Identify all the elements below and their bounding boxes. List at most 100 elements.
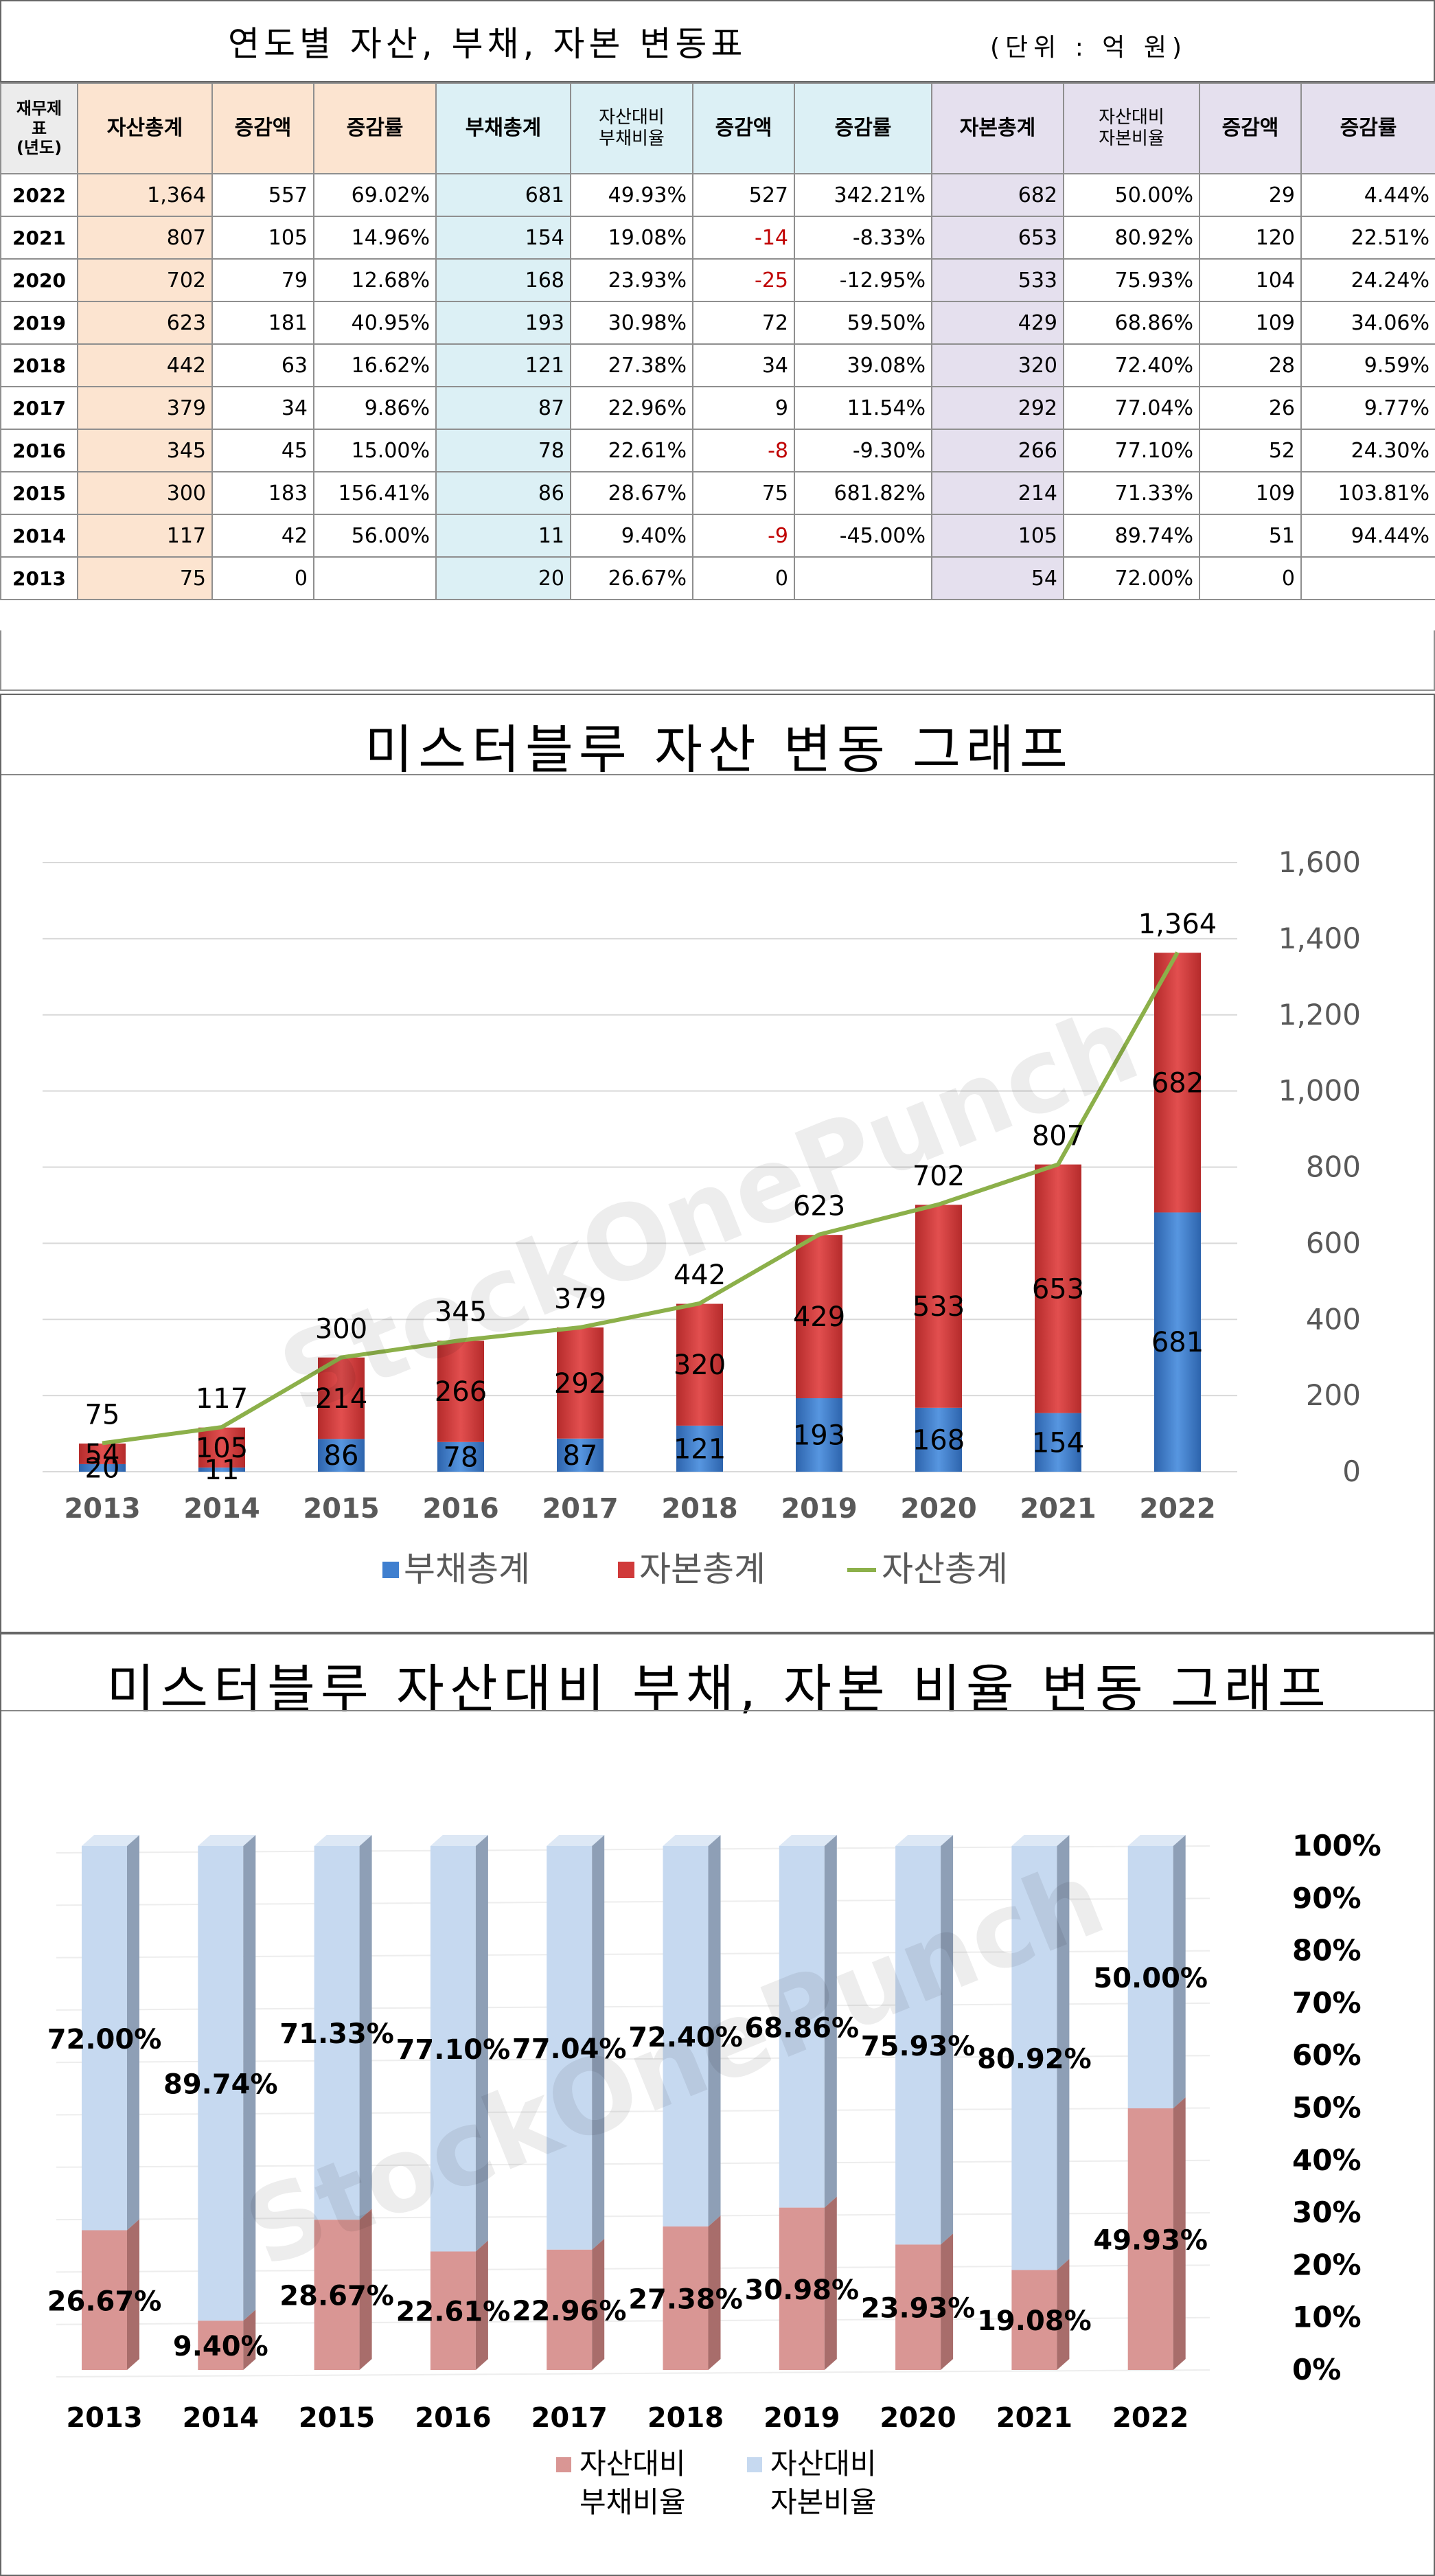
- x-tick-label: 2022: [1139, 1493, 1215, 1525]
- cell-equity-change: 28: [1199, 343, 1302, 387]
- x-tick-label: 2021: [1020, 1493, 1096, 1525]
- cell-equity-change: 51: [1199, 514, 1302, 558]
- cell-asset-rate: 56.00%: [313, 514, 437, 558]
- bar-debt: [318, 1439, 365, 1472]
- bar-equity-ratio: [198, 1846, 244, 2321]
- label-equity-ratio: 77.04%: [512, 2033, 627, 2065]
- label-equity: 105: [196, 1433, 248, 1464]
- bar-debt: [1035, 1413, 1081, 1472]
- bar-debt-ratio-side: [475, 2240, 488, 2370]
- cell-asset-change: 34: [211, 386, 314, 430]
- asset-chart-divider: [1, 774, 1434, 775]
- cell-debt-change: 0: [692, 556, 795, 600]
- label-debt: 121: [674, 1433, 726, 1465]
- asset-chart-section: 미스터블루 자산 변동 그래프 0 200 400 600 800 1,000 1,200 1…: [0, 694, 1435, 1633]
- label-equity-ratio: 72.00%: [47, 2024, 162, 2055]
- cell-debt-rate: -12.95%: [794, 258, 932, 302]
- bar-equity: [1035, 1164, 1081, 1413]
- x-tick-label: 2013: [64, 1493, 140, 1525]
- x-tick-label: 2017: [542, 1493, 618, 1525]
- y-tick-label: 1,400: [1278, 922, 1361, 955]
- y-tick-label: 400: [1306, 1302, 1361, 1336]
- y-tick-label: 600: [1306, 1226, 1361, 1259]
- asset-line: [102, 951, 1180, 1446]
- cell-year: 2015: [0, 471, 78, 515]
- bar-equity-ratio: [779, 1846, 825, 2208]
- legend-label-debt-ratio: 자산대비 부채비율: [579, 2447, 686, 2519]
- cell-asset: 702: [77, 258, 213, 302]
- bar-equity-ratio-side: [708, 1835, 721, 2227]
- label-equity: 429: [793, 1301, 845, 1333]
- bar-debt-ratio-side: [243, 2310, 256, 2370]
- x-tick-label: 2021: [996, 2402, 1072, 2434]
- cell-debt-rate: -45.00%: [794, 514, 932, 558]
- x-tick-label: 2020: [900, 1493, 976, 1525]
- cell-equity-rate: 34.06%: [1300, 301, 1435, 345]
- cell-asset-change: 183: [211, 471, 314, 515]
- cell-year: 2014: [0, 514, 78, 558]
- cell-debt-rate: [794, 556, 932, 600]
- bar-debt: [676, 1425, 723, 1472]
- header-equity-rate: 증감률: [1300, 82, 1435, 174]
- label-equity-ratio: 80.92%: [977, 2044, 1092, 2075]
- label-debt-ratio: 30.98%: [744, 2275, 859, 2306]
- x-tick-label: 2014: [183, 2402, 259, 2434]
- bar-debt: [1154, 1212, 1201, 1472]
- bar-equity-ratio-side: [592, 1835, 605, 2250]
- bar-equity-ratio: [663, 1846, 709, 2227]
- cell-equity-ratio: 80.92%: [1063, 216, 1200, 260]
- label-equity: 320: [674, 1349, 726, 1381]
- cell-year: 2017: [0, 386, 78, 430]
- header-asset: 자산총계: [77, 82, 213, 174]
- cell-debt-ratio: 9.40%: [570, 514, 693, 558]
- legend-label-line: 자산대비: [579, 2447, 686, 2481]
- cell-equity-rate: 9.77%: [1300, 386, 1435, 430]
- cell-debt: 168: [435, 258, 571, 302]
- ratio-chart: 0% 10% 20% 30% 40% 50% 60% 70% 80% 90% 100% 26.67% 7…: [47, 1829, 1381, 2519]
- bar-debt-ratio: [1127, 2108, 1173, 2370]
- label-asset: 345: [435, 1297, 487, 1328]
- bar-debt-ratio-side: [824, 2196, 837, 2370]
- bar-debt-ratio: [895, 2244, 941, 2370]
- cell-equity-ratio: 50.00%: [1063, 173, 1200, 217]
- table-title: 연도별 자산, 부채, 자본 변동표: [228, 24, 747, 64]
- table-row: 2016 345 45 15.00% 78 22.61% -8 -9.30% 266 77.10%…: [0, 429, 1435, 472]
- bar-debt: [198, 1467, 245, 1472]
- table-row: 2015 300 183 156.41% 86 28.67% 75 681.82% 214 71.…: [0, 471, 1435, 515]
- label-debt: 681: [1151, 1327, 1204, 1358]
- cell-asset-change: 557: [211, 173, 314, 217]
- cell-equity: 105: [931, 514, 1064, 558]
- cell-asset-change: 79: [211, 258, 314, 302]
- y-tick-label: 70%: [1292, 1986, 1362, 2020]
- cell-asset-change: 181: [211, 301, 314, 345]
- cell-equity: 320: [931, 343, 1064, 387]
- bar-debt-ratio-side: [941, 2233, 954, 2370]
- cell-debt: 154: [435, 216, 571, 260]
- cell-debt-rate: 681.82%: [794, 471, 932, 515]
- cell-asset: 75: [77, 556, 213, 600]
- cell-debt-change: -9: [692, 514, 795, 558]
- asset-chart-title: 미스터블루 자산 변동 그래프: [365, 719, 1073, 780]
- ratio-chart-divider: [1, 1710, 1434, 1711]
- bar-debt-ratio: [779, 2207, 825, 2370]
- label-asset: 379: [554, 1284, 606, 1315]
- cell-equity: 54: [931, 556, 1064, 600]
- label-asset: 442: [674, 1259, 726, 1291]
- legend-label-asset: 자산총계: [882, 1549, 1008, 1589]
- bar-equity-ratio: [82, 1846, 127, 2231]
- label-asset: 623: [793, 1191, 845, 1222]
- y-tick-label: 40%: [1292, 2143, 1362, 2177]
- bar-debt: [796, 1398, 842, 1472]
- cell-asset-rate: 156.41%: [313, 471, 437, 515]
- label-asset: 117: [196, 1383, 248, 1415]
- cell-equity-change: 109: [1199, 471, 1302, 515]
- cell-year: 2022: [0, 173, 78, 217]
- cell-debt-ratio: 23.93%: [570, 258, 693, 302]
- legend-label-equity: 자본총계: [639, 1549, 766, 1589]
- label-debt: 78: [444, 1441, 479, 1473]
- bar-equity-ratio-side: [1057, 1835, 1070, 2270]
- cell-debt-rate: -8.33%: [794, 216, 932, 260]
- cell-debt-ratio: 30.98%: [570, 301, 693, 345]
- cell-debt: 20: [435, 556, 571, 600]
